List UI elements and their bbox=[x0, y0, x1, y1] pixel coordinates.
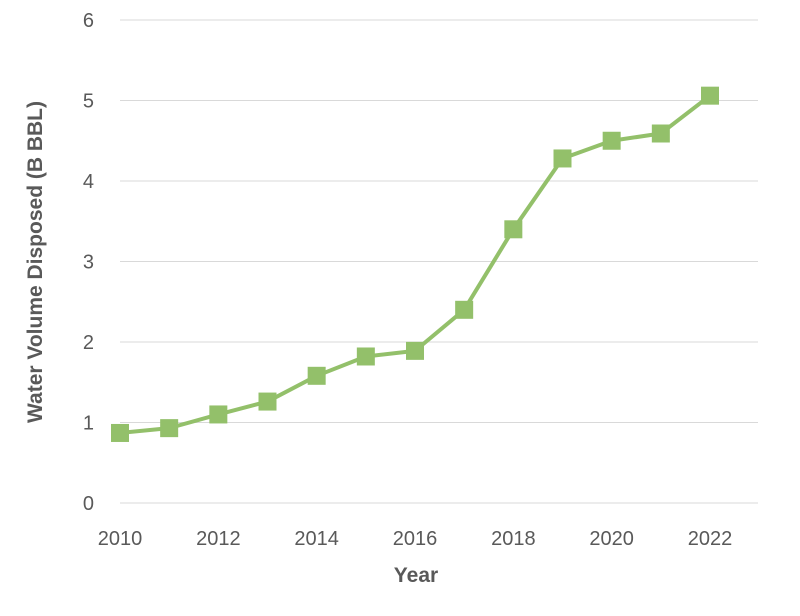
y-tick-label: 6 bbox=[83, 10, 94, 32]
y-tick-label: 3 bbox=[83, 252, 94, 274]
y-tick-label: 2 bbox=[83, 332, 94, 354]
y-tick-label: 4 bbox=[83, 171, 94, 193]
data-point-marker bbox=[307, 366, 326, 385]
y-tick-labels: 0 1 2 3 4 5 6 bbox=[83, 10, 94, 515]
x-tick-label: 2010 bbox=[98, 528, 143, 550]
data-point-marker bbox=[455, 300, 474, 319]
gridlines bbox=[120, 19, 758, 504]
x-tick-label: 2016 bbox=[393, 528, 438, 550]
y-tick-label: 5 bbox=[83, 91, 94, 113]
x-tick-label: 2020 bbox=[589, 528, 634, 550]
data-point-marker bbox=[651, 124, 670, 143]
data-point-marker bbox=[209, 405, 228, 424]
y-axis-title: Water Volume Disposed (B BBL) bbox=[24, 101, 47, 423]
series-layer bbox=[111, 86, 719, 442]
data-point-marker bbox=[160, 419, 179, 438]
data-point-marker bbox=[356, 347, 375, 366]
x-tick-label: 2022 bbox=[688, 528, 733, 550]
x-tick-labels: 2010 2012 2014 2016 2018 2020 2022 bbox=[98, 528, 733, 550]
x-tick-label: 2018 bbox=[491, 528, 536, 550]
data-point-marker bbox=[602, 131, 621, 150]
y-tick-label: 1 bbox=[83, 413, 94, 435]
x-axis-title: Year bbox=[394, 564, 438, 587]
data-point-marker bbox=[553, 149, 572, 168]
x-tick-label: 2012 bbox=[196, 528, 241, 550]
data-point-marker bbox=[258, 392, 277, 411]
series-line bbox=[118, 93, 712, 435]
y-tick-label: 0 bbox=[83, 493, 94, 515]
data-point-marker bbox=[701, 86, 719, 105]
data-point-marker bbox=[406, 341, 424, 360]
x-tick-label: 2014 bbox=[294, 528, 339, 550]
data-point-marker bbox=[111, 423, 129, 442]
data-point-marker bbox=[504, 220, 523, 239]
